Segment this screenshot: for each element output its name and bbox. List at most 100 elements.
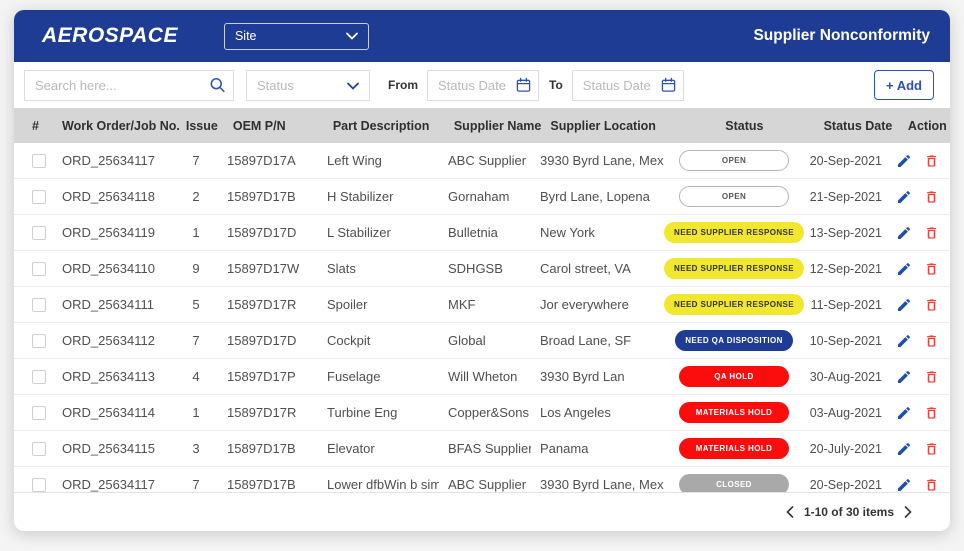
status-date-cell: 21-Sep-2021	[809, 189, 882, 204]
supplier-location-cell: Broad Lane, SF	[540, 333, 632, 348]
table-row: ORD_25634114 1 15897D17R Turbine Eng Cop…	[14, 395, 950, 431]
status-filter-dropdown[interactable]: Status	[246, 69, 370, 101]
status-cell: MATERIALS HOLD	[664, 402, 804, 423]
supplier-location-cell: Jor everywhere	[540, 297, 629, 312]
supplier-location-cell: 3930 Byrd Lan	[540, 369, 625, 384]
status-badge: NEED QA DISPOSITION	[675, 330, 793, 351]
work-order-cell: ORD_25634117	[62, 153, 155, 168]
chevron-down-icon	[347, 78, 359, 93]
status-badge: CLOSED	[679, 474, 789, 492]
issue-cell: 4	[192, 369, 200, 384]
status-cell: NEED SUPPLIER RESPONSE	[664, 258, 804, 279]
row-checkbox[interactable]	[32, 189, 46, 204]
delete-icon[interactable]	[924, 405, 939, 421]
edit-icon[interactable]	[896, 369, 912, 385]
edit-icon[interactable]	[896, 333, 912, 349]
column-header-supplier-name: Supplier Name	[453, 118, 542, 133]
edit-icon[interactable]	[896, 297, 912, 313]
row-checkbox[interactable]	[32, 261, 46, 276]
status-badge: OPEN	[679, 186, 789, 207]
column-header-action: Action	[907, 118, 947, 133]
row-checkbox[interactable]	[32, 297, 46, 312]
calendar-icon[interactable]	[661, 77, 676, 93]
delete-icon[interactable]	[924, 189, 939, 205]
edit-icon[interactable]	[896, 225, 912, 241]
row-checkbox[interactable]	[32, 477, 46, 492]
search-input[interactable]	[24, 69, 234, 101]
row-checkbox-cell	[14, 477, 58, 492]
issue-cell: 7	[192, 333, 200, 348]
from-date-input[interactable]	[427, 69, 539, 101]
part-description-cell: Elevator	[327, 441, 375, 456]
delete-icon[interactable]	[924, 261, 939, 277]
row-checkbox-cell	[14, 153, 58, 168]
part-description-cell: Slats	[327, 261, 356, 276]
work-order-cell: ORD_25634110	[62, 261, 155, 276]
search-icon[interactable]	[209, 77, 226, 94]
app-window: AEROSPACE Site Supplier Nonconformity St…	[14, 10, 950, 531]
row-checkbox[interactable]	[32, 369, 46, 384]
row-checkbox-cell	[14, 333, 58, 348]
column-header-issue: Issue	[185, 118, 218, 133]
add-button[interactable]: + Add	[874, 70, 934, 100]
action-cell	[884, 189, 950, 205]
status-date-cell: 20-Sep-2021	[809, 153, 882, 168]
oem-pn-cell: 15897D17B	[227, 477, 296, 492]
status-date-cell: 20-Sep-2021	[809, 477, 882, 492]
status-cell: MATERIALS HOLD	[664, 438, 804, 459]
row-checkbox[interactable]	[32, 333, 46, 348]
edit-icon[interactable]	[896, 405, 912, 421]
oem-pn-cell: 15897D17W	[227, 261, 300, 276]
to-date-input[interactable]	[571, 69, 684, 101]
filter-bar: Status From To + Add	[14, 62, 950, 108]
previous-page-icon[interactable]	[786, 506, 794, 518]
supplier-name-cell: BFAS Supplier	[448, 441, 531, 456]
supplier-location-cell: Byrd Lane, Lopena	[540, 189, 650, 204]
part-description-cell: L Stabilizer	[327, 225, 391, 240]
delete-icon[interactable]	[924, 153, 939, 169]
edit-icon[interactable]	[896, 153, 912, 169]
issue-cell: 1	[192, 225, 200, 240]
edit-icon[interactable]	[896, 261, 912, 277]
delete-icon[interactable]	[924, 297, 939, 313]
delete-icon[interactable]	[924, 477, 939, 493]
from-label: From	[388, 78, 418, 92]
edit-icon[interactable]	[896, 189, 912, 205]
work-order-cell: ORD_25634111	[62, 297, 155, 312]
table-row: ORD_25634112 7 15897D17D Cockpit Global …	[14, 323, 950, 359]
delete-icon[interactable]	[924, 333, 939, 349]
calendar-icon[interactable]	[516, 77, 531, 93]
row-checkbox[interactable]	[32, 225, 46, 240]
to-date-box	[571, 69, 684, 101]
issue-cell: 9	[192, 261, 200, 276]
delete-icon[interactable]	[924, 369, 939, 385]
table-row: ORD_25634117 7 15897D17A Left Wing ABC S…	[14, 143, 950, 179]
pagination-bar: 1-10 of 30 items	[14, 492, 950, 531]
part-description-cell: Cockpit	[327, 333, 371, 348]
status-date-cell: 13-Sep-2021	[809, 225, 882, 240]
edit-icon[interactable]	[896, 477, 912, 493]
search-box	[24, 69, 234, 101]
row-checkbox[interactable]	[32, 441, 46, 456]
chevron-down-icon	[346, 32, 358, 40]
action-cell	[884, 261, 950, 277]
status-badge: OPEN	[679, 150, 789, 171]
edit-icon[interactable]	[896, 441, 912, 457]
table-body: ORD_25634117 7 15897D17A Left Wing ABC S…	[14, 143, 950, 492]
supplier-location-cell: 3930 Byrd Lane, Mexico	[540, 477, 664, 492]
row-checkbox[interactable]	[32, 153, 46, 168]
column-header-work-order: Work Order/Job No.	[62, 118, 180, 133]
oem-pn-cell: 15897D17R	[227, 297, 297, 312]
row-checkbox-cell	[14, 189, 58, 204]
status-badge: NEED SUPPLIER RESPONSE	[664, 258, 804, 279]
next-page-icon[interactable]	[904, 506, 912, 518]
column-header-number: #	[32, 118, 39, 133]
status-cell: NEED SUPPLIER RESPONSE	[664, 222, 804, 243]
site-dropdown-value: Site	[234, 29, 257, 43]
delete-icon[interactable]	[924, 441, 939, 457]
row-checkbox[interactable]	[32, 405, 46, 420]
brand-logo: AEROSPACE	[42, 24, 178, 47]
delete-icon[interactable]	[924, 225, 939, 241]
status-date-cell: 30-Aug-2021	[809, 369, 882, 384]
site-dropdown[interactable]: Site	[223, 22, 369, 50]
